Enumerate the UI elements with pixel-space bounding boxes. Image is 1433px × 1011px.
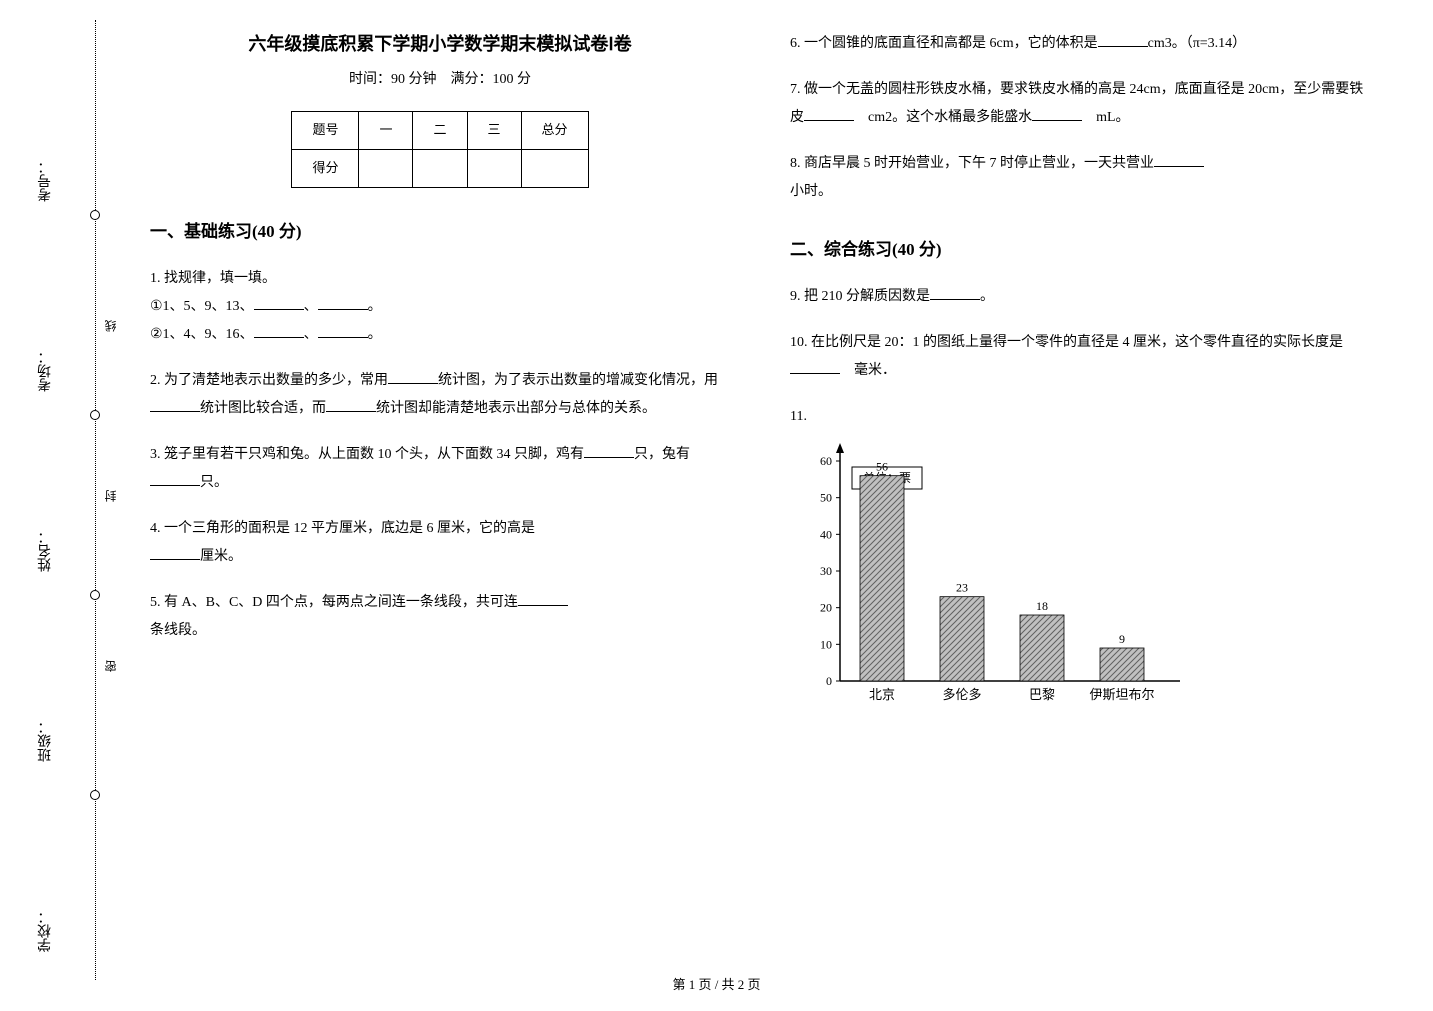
blank bbox=[254, 324, 304, 338]
question-11: 11. 0102030405060单位：票56北京23多伦多18巴黎9伊斯坦布尔 bbox=[790, 403, 1370, 721]
svg-text:40: 40 bbox=[820, 528, 832, 542]
binding-circle bbox=[90, 790, 100, 800]
svg-text:巴黎: 巴黎 bbox=[1029, 687, 1055, 702]
blank bbox=[930, 286, 980, 300]
blank bbox=[318, 324, 368, 338]
q1-line-b: ②1、4、9、16、、。 bbox=[150, 321, 730, 349]
svg-text:9: 9 bbox=[1119, 632, 1125, 646]
binding-char: 线 bbox=[102, 320, 121, 332]
page-content: 六年级摸底积累下学期小学数学期末模拟试卷Ⅰ卷 时间：90 分钟 满分：100 分… bbox=[150, 30, 1410, 739]
score-cell bbox=[413, 149, 467, 187]
section-1-title: 一、基础练习(40 分) bbox=[150, 218, 730, 245]
svg-text:18: 18 bbox=[1036, 599, 1048, 613]
svg-text:30: 30 bbox=[820, 564, 832, 578]
blank bbox=[1032, 107, 1082, 121]
svg-text:0: 0 bbox=[826, 674, 832, 688]
score-table: 题号一二三总分 得分 bbox=[291, 111, 588, 188]
score-col-header: 一 bbox=[359, 112, 413, 150]
score-cell bbox=[521, 149, 588, 187]
blank bbox=[804, 107, 854, 121]
question-9: 9. 把 210 分解质因数是。 bbox=[790, 283, 1370, 311]
binding-field-label: 姓名： bbox=[35, 530, 57, 572]
binding-char: 密 bbox=[102, 660, 121, 672]
svg-text:北京: 北京 bbox=[869, 687, 895, 702]
svg-text:10: 10 bbox=[820, 638, 832, 652]
question-3: 3. 笼子里有若干只鸡和兔。从上面数 10 个头，从下面数 34 只脚，鸡有只，… bbox=[150, 441, 730, 497]
score-cell bbox=[467, 149, 521, 187]
binding-circle bbox=[90, 590, 100, 600]
vote-bar-chart: 0102030405060单位：票56北京23多伦多18巴黎9伊斯坦布尔 bbox=[800, 441, 1200, 721]
score-row-label: 得分 bbox=[292, 149, 359, 187]
svg-text:60: 60 bbox=[820, 454, 832, 468]
q1-stem: 1. 找规律，填一填。 bbox=[150, 265, 730, 293]
svg-text:多伦多: 多伦多 bbox=[942, 687, 981, 702]
blank bbox=[388, 370, 438, 384]
blank bbox=[326, 398, 376, 412]
svg-text:50: 50 bbox=[820, 491, 832, 505]
binding-strip: 密封线 bbox=[70, 20, 120, 980]
question-8: 8. 商店早晨 5 时开始营业，下午 7 时停止营业，一天共营业小时。 bbox=[790, 150, 1370, 206]
binding-circle bbox=[90, 410, 100, 420]
binding-field-label: 学校： bbox=[35, 910, 57, 952]
blank bbox=[1154, 153, 1204, 167]
question-7: 7. 做一个无盖的圆柱形铁皮水桶，要求铁皮水桶的高是 24cm，底面直径是 20… bbox=[790, 76, 1370, 132]
binding-char: 封 bbox=[102, 490, 121, 502]
blank bbox=[150, 546, 200, 560]
score-col-header: 二 bbox=[413, 112, 467, 150]
blank bbox=[318, 296, 368, 310]
exam-title: 六年级摸底积累下学期小学数学期末模拟试卷Ⅰ卷 bbox=[150, 30, 730, 59]
question-6: 6. 一个圆锥的底面直径和高都是 6cm，它的体积是cm3。（π=3.14） bbox=[790, 30, 1370, 58]
blank bbox=[584, 444, 634, 458]
blank bbox=[254, 296, 304, 310]
score-col-header: 总分 bbox=[521, 112, 588, 150]
question-10: 10. 在比例尺是 20：1 的图纸上量得一个零件的直径是 4 厘米，这个零件直… bbox=[790, 329, 1370, 385]
svg-text:23: 23 bbox=[956, 581, 968, 595]
exam-subtitle: 时间：90 分钟 满分：100 分 bbox=[150, 69, 730, 91]
section-2-title: 二、综合练习(40 分) bbox=[790, 236, 1370, 263]
binding-dotted-line bbox=[95, 20, 96, 980]
blank bbox=[150, 398, 200, 412]
binding-circle bbox=[90, 210, 100, 220]
question-1: 1. 找规律，填一填。 ①1、5、9、13、、。 ②1、4、9、16、、。 bbox=[150, 265, 730, 349]
blank bbox=[790, 360, 840, 374]
question-4: 4. 一个三角形的面积是 12 平方厘米，底边是 6 厘米，它的高是厘米。 bbox=[150, 515, 730, 571]
binding-field-label: 考场： bbox=[35, 350, 57, 392]
column-right: 6. 一个圆锥的底面直径和高都是 6cm，它的体积是cm3。（π=3.14） 7… bbox=[790, 30, 1370, 739]
question-5: 5. 有 A、B、C、D 四个点，每两点之间连一条线段，共可连条线段。 bbox=[150, 589, 730, 645]
q1-line-a: ①1、5、9、13、、。 bbox=[150, 293, 730, 321]
binding-field-label: 班级： bbox=[35, 720, 57, 762]
blank bbox=[518, 592, 568, 606]
score-col-header: 题号 bbox=[292, 112, 359, 150]
svg-text:伊斯坦布尔: 伊斯坦布尔 bbox=[1089, 687, 1154, 702]
score-col-header: 三 bbox=[467, 112, 521, 150]
blank bbox=[150, 472, 200, 486]
page-footer: 第 1 页 / 共 2 页 bbox=[0, 975, 1433, 996]
question-2: 2. 为了清楚地表示出数量的多少，常用统计图，为了表示出数量的增减变化情况，用统… bbox=[150, 367, 730, 423]
svg-text:20: 20 bbox=[820, 601, 832, 615]
column-left: 六年级摸底积累下学期小学数学期末模拟试卷Ⅰ卷 时间：90 分钟 满分：100 分… bbox=[150, 30, 730, 739]
score-cell bbox=[359, 149, 413, 187]
blank bbox=[1098, 33, 1148, 47]
binding-field-label: 考号： bbox=[35, 160, 57, 202]
svg-text:56: 56 bbox=[876, 460, 888, 474]
